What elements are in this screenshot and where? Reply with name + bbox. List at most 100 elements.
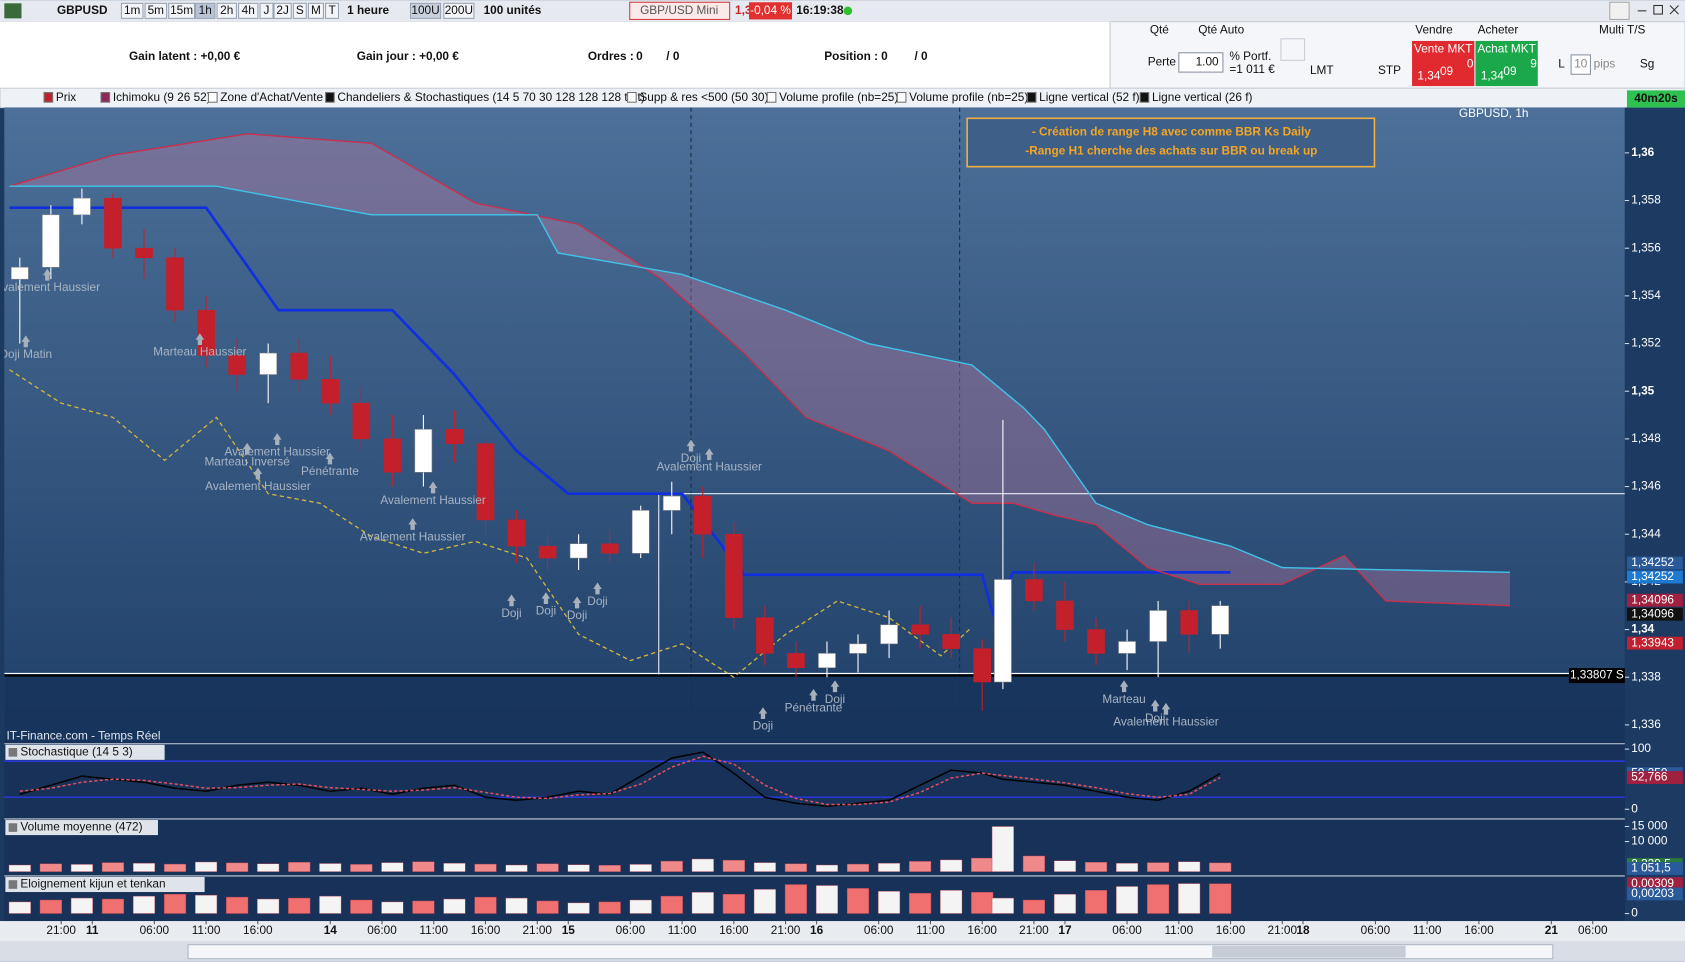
candle-body — [973, 648, 992, 683]
period-select[interactable]: 1 heure — [347, 3, 389, 17]
price-big[interactable]: 1,34 — [1417, 69, 1440, 83]
indicator-label[interactable]: Ichimoku (9 26 52) — [113, 90, 211, 104]
price-frac[interactable]: 9 — [1530, 57, 1537, 71]
indicator-label[interactable]: Volume profile (nb=25) — [779, 90, 898, 104]
symbol-select[interactable]: GBPUSD — [57, 3, 108, 17]
sell-mkt-button[interactable] — [1412, 40, 1475, 87]
timeframe-label[interactable]: 4h — [242, 3, 255, 17]
order-icon[interactable] — [1280, 38, 1306, 61]
timeframe-label[interactable]: T — [328, 3, 335, 17]
size-label[interactable]: 100U — [411, 3, 439, 17]
pattern-arrow — [253, 467, 263, 480]
indicator-label[interactable]: Ligne vertical (26 f) — [1152, 90, 1253, 104]
indicator-checkbox[interactable] — [207, 91, 218, 103]
y-tick-label: 1,352 — [1631, 336, 1661, 350]
timeframe-button[interactable] — [216, 2, 237, 19]
limit-button[interactable]: LMT — [1310, 63, 1334, 77]
price-big[interactable]: 1,34 — [1481, 69, 1504, 83]
indicator-checkbox[interactable] — [1026, 91, 1037, 103]
size-label[interactable]: 200U — [445, 3, 473, 17]
maximize[interactable] — [1653, 4, 1663, 15]
candle-body — [1087, 629, 1105, 654]
indicator-checkbox[interactable] — [43, 91, 54, 103]
indicator-label[interactable]: Zone d'Achat/Vente — [220, 90, 323, 104]
timeframe-button[interactable] — [259, 2, 274, 19]
change-box — [749, 2, 792, 20]
price-frac[interactable]: 0 — [1467, 57, 1474, 71]
clock: 16:19:38 — [796, 3, 844, 17]
loss-input[interactable] — [1178, 52, 1224, 73]
candle-body — [1149, 610, 1167, 642]
candle-body — [228, 355, 246, 375]
candle-body — [662, 495, 681, 511]
x-tick-label: 16:00 — [243, 923, 273, 937]
buy-mkt-button[interactable] — [1475, 40, 1538, 87]
stop-button[interactable]: STP — [1378, 63, 1401, 77]
button-label[interactable]: Vente MKT — [1414, 42, 1472, 56]
indicator-label[interactable]: Supp & res <500 (50 30) — [639, 90, 768, 104]
quantity-select[interactable]: 100 unités — [484, 3, 542, 17]
size-button[interactable] — [443, 2, 475, 19]
pips-value[interactable]: 10 — [1574, 57, 1588, 71]
scroll-thumb[interactable] — [1212, 945, 1406, 958]
indicator-checkbox[interactable] — [100, 91, 111, 103]
pattern-label: Pénétrante — [301, 464, 359, 478]
timeframe-button[interactable] — [144, 2, 168, 19]
timeframe-label[interactable]: 5m — [148, 3, 165, 17]
timeframe-label[interactable]: 2J — [276, 3, 289, 17]
loss-value[interactable]: 1.00 — [1196, 55, 1219, 69]
pattern-arrow — [272, 433, 282, 446]
timeframe-label[interactable]: 2h — [220, 3, 233, 17]
indicator-checkbox[interactable] — [896, 91, 907, 103]
price-pips[interactable]: 09 — [1440, 64, 1454, 78]
indicator-checkbox[interactable] — [766, 91, 777, 103]
panel-title-box — [5, 744, 165, 760]
instrument: GBP/USD Mini — [640, 3, 718, 17]
indicator-label[interactable]: Prix — [56, 90, 76, 104]
indicator-label[interactable]: Volume profile (nb=25) — [909, 90, 1028, 104]
timeframe-label[interactable]: 1h — [199, 3, 212, 17]
size-button[interactable] — [409, 2, 442, 19]
timeframe-label[interactable]: 1m — [124, 3, 141, 17]
bar — [257, 863, 280, 872]
bar — [319, 863, 342, 872]
pattern-arrow — [21, 335, 31, 348]
indicator-checkbox[interactable] — [1139, 91, 1150, 103]
pattern-label: Doji — [681, 451, 701, 465]
timeframe-button[interactable] — [195, 2, 216, 19]
daily-gain: Gain jour : +0,00 € — [357, 49, 460, 63]
scrollbar[interactable] — [187, 944, 1554, 960]
y-tick-label: 1,354 — [1631, 288, 1661, 302]
timeframe-label[interactable]: S — [296, 3, 304, 17]
timeframe-button[interactable] — [325, 2, 340, 19]
close[interactable] — [1669, 5, 1679, 15]
pattern-label: Doji — [587, 594, 607, 608]
price-tag-label: 1,34096 — [1631, 606, 1674, 620]
candle-body — [1025, 579, 1043, 602]
indicator-checkbox[interactable] — [325, 91, 335, 103]
pips-input[interactable] — [1570, 54, 1591, 75]
y-tick-label: 0 — [1631, 906, 1638, 920]
timeframe-button[interactable] — [168, 2, 196, 19]
timeframe-button[interactable] — [307, 2, 324, 19]
window-icon[interactable] — [1609, 1, 1630, 20]
timeframe-label[interactable]: J — [264, 3, 270, 17]
indicator-label[interactable]: Chandeliers & Stochastiques (14 5 70 30 … — [337, 90, 644, 104]
x-tick-label: 06:00 — [1578, 923, 1608, 937]
price-pips[interactable]: 09 — [1503, 64, 1517, 78]
pattern-label: Marteau Haussier — [153, 345, 246, 359]
candle-body — [725, 533, 743, 618]
pattern-arrow — [830, 680, 840, 693]
timeframe-button[interactable] — [292, 2, 307, 19]
qty-tab[interactable]: Qté — [1150, 22, 1169, 36]
button-label[interactable]: Achat MKT — [1477, 42, 1535, 56]
timeframe-button[interactable] — [273, 2, 292, 19]
timeframe-label[interactable]: 15m — [170, 3, 193, 17]
timeframe-button[interactable] — [120, 2, 144, 19]
indicator-label[interactable]: Ligne vertical (52 f) — [1039, 90, 1140, 104]
timeframe-button[interactable] — [238, 2, 259, 19]
pattern-arrow — [572, 596, 582, 609]
indicator-checkbox[interactable] — [627, 91, 637, 103]
timeframe-label[interactable]: M — [311, 3, 321, 17]
qty-auto-tab[interactable]: Qté Auto — [1198, 22, 1244, 36]
